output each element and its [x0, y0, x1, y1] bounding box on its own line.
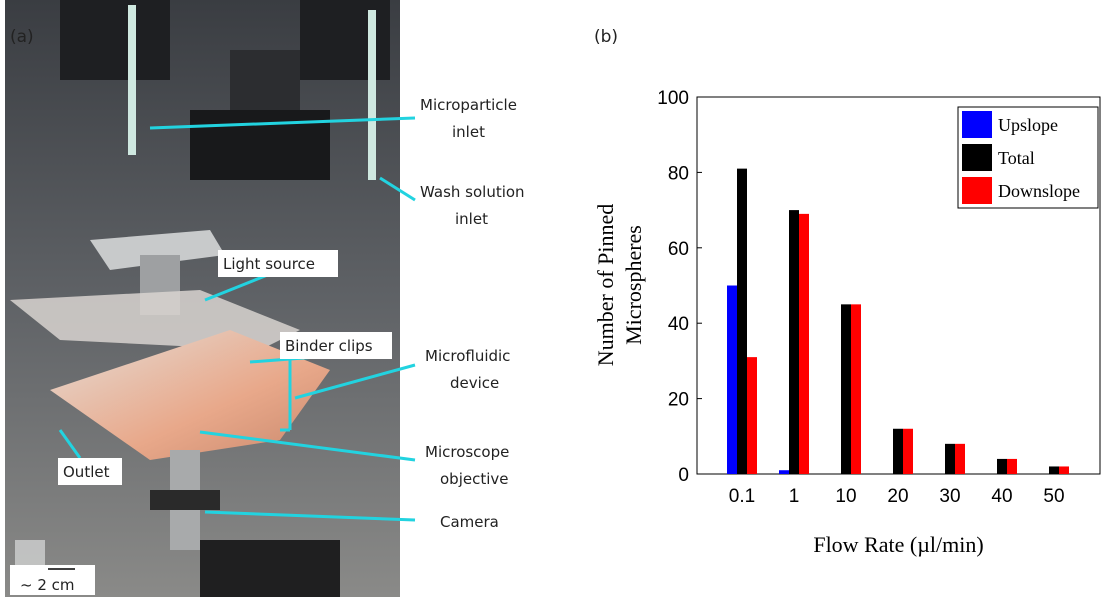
x-tick-label: 30 [939, 486, 960, 507]
bar [1059, 466, 1069, 474]
syringe [368, 10, 376, 180]
bar [779, 470, 789, 474]
syringe-clamp [300, 0, 390, 80]
bar [747, 357, 757, 474]
bar [1049, 466, 1059, 474]
annotation: Binder clips [285, 337, 373, 355]
x-tick-label: 40 [991, 486, 1012, 507]
annotation: Wash solution [420, 183, 525, 201]
bar [1007, 459, 1017, 474]
annotation: inlet [455, 210, 488, 228]
holder [230, 50, 300, 110]
legend-label: Downslope [998, 181, 1080, 201]
bar [737, 169, 747, 474]
annotation: Microparticle [420, 96, 517, 114]
figure: (a) Microparticle inlet Wash solution in… [0, 0, 1103, 597]
legend-swatch [962, 144, 992, 171]
y-axis-label: Microspheres [621, 225, 646, 345]
legend-swatch [962, 111, 992, 138]
y-tick-label: 60 [668, 239, 689, 260]
bar [903, 429, 913, 474]
annotation: inlet [452, 123, 485, 141]
bar [851, 304, 861, 474]
syringe-clamp [60, 0, 170, 80]
bar [955, 444, 965, 474]
bar [789, 210, 799, 474]
syringe [128, 5, 136, 155]
y-tick-label: 20 [668, 390, 689, 411]
x-tick-label: 1 [789, 486, 800, 507]
scale-label: ~ 2 cm [20, 576, 75, 594]
x-tick-label: 50 [1043, 486, 1064, 507]
mount [200, 540, 340, 597]
annotation: Outlet [63, 463, 110, 481]
y-tick-label: 100 [657, 88, 689, 109]
x-tick-label: 10 [835, 486, 856, 507]
annotation: device [450, 374, 499, 392]
y-axis-label: Number of Pinned [593, 204, 618, 367]
panel-label: (a) [10, 27, 34, 47]
bar [841, 304, 851, 474]
y-tick-label: 0 [678, 465, 689, 486]
y-tick-label: 40 [668, 314, 689, 335]
annotation: Microscope [425, 443, 509, 461]
legend-label: Upslope [998, 115, 1058, 135]
x-axis-label: Flow Rate (µl/min) [813, 532, 983, 557]
annotation: objective [440, 470, 509, 488]
bar [893, 429, 903, 474]
bar [727, 286, 737, 475]
annotation: Light source [223, 255, 315, 273]
annotation: Camera [440, 513, 499, 531]
bar [799, 214, 809, 474]
bar [945, 444, 955, 474]
panel-label: (b) [594, 27, 618, 47]
annotation: Microfluidic [425, 347, 510, 365]
x-tick-label: 0.1 [729, 486, 755, 507]
photo: (a) Microparticle inlet Wash solution in… [5, 0, 525, 597]
x-tick-label: 20 [887, 486, 908, 507]
camera-body [150, 490, 220, 510]
legend-label: Total [998, 148, 1035, 168]
bar [997, 459, 1007, 474]
bar-chart: 0 20 40 60 80 100 0.1 1 10 20 30 40 50 Flow Rate (µl/… [593, 88, 1100, 557]
y-tick-label: 80 [668, 163, 689, 184]
legend-swatch [962, 177, 992, 204]
